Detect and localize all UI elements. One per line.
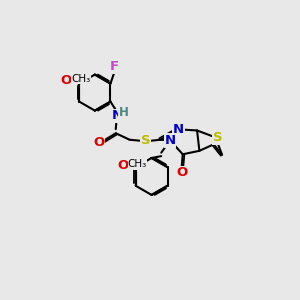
Text: N: N xyxy=(111,110,122,122)
Text: S: S xyxy=(141,134,151,147)
Text: O: O xyxy=(94,136,105,149)
Text: F: F xyxy=(110,60,119,73)
Text: O: O xyxy=(176,166,187,179)
Text: N: N xyxy=(173,123,184,136)
Text: S: S xyxy=(213,131,222,144)
Text: O: O xyxy=(61,74,72,87)
Text: N: N xyxy=(164,134,175,147)
Text: CH₃: CH₃ xyxy=(128,159,147,170)
Text: CH₃: CH₃ xyxy=(71,74,91,84)
Text: H: H xyxy=(118,106,128,119)
Text: O: O xyxy=(117,159,128,172)
